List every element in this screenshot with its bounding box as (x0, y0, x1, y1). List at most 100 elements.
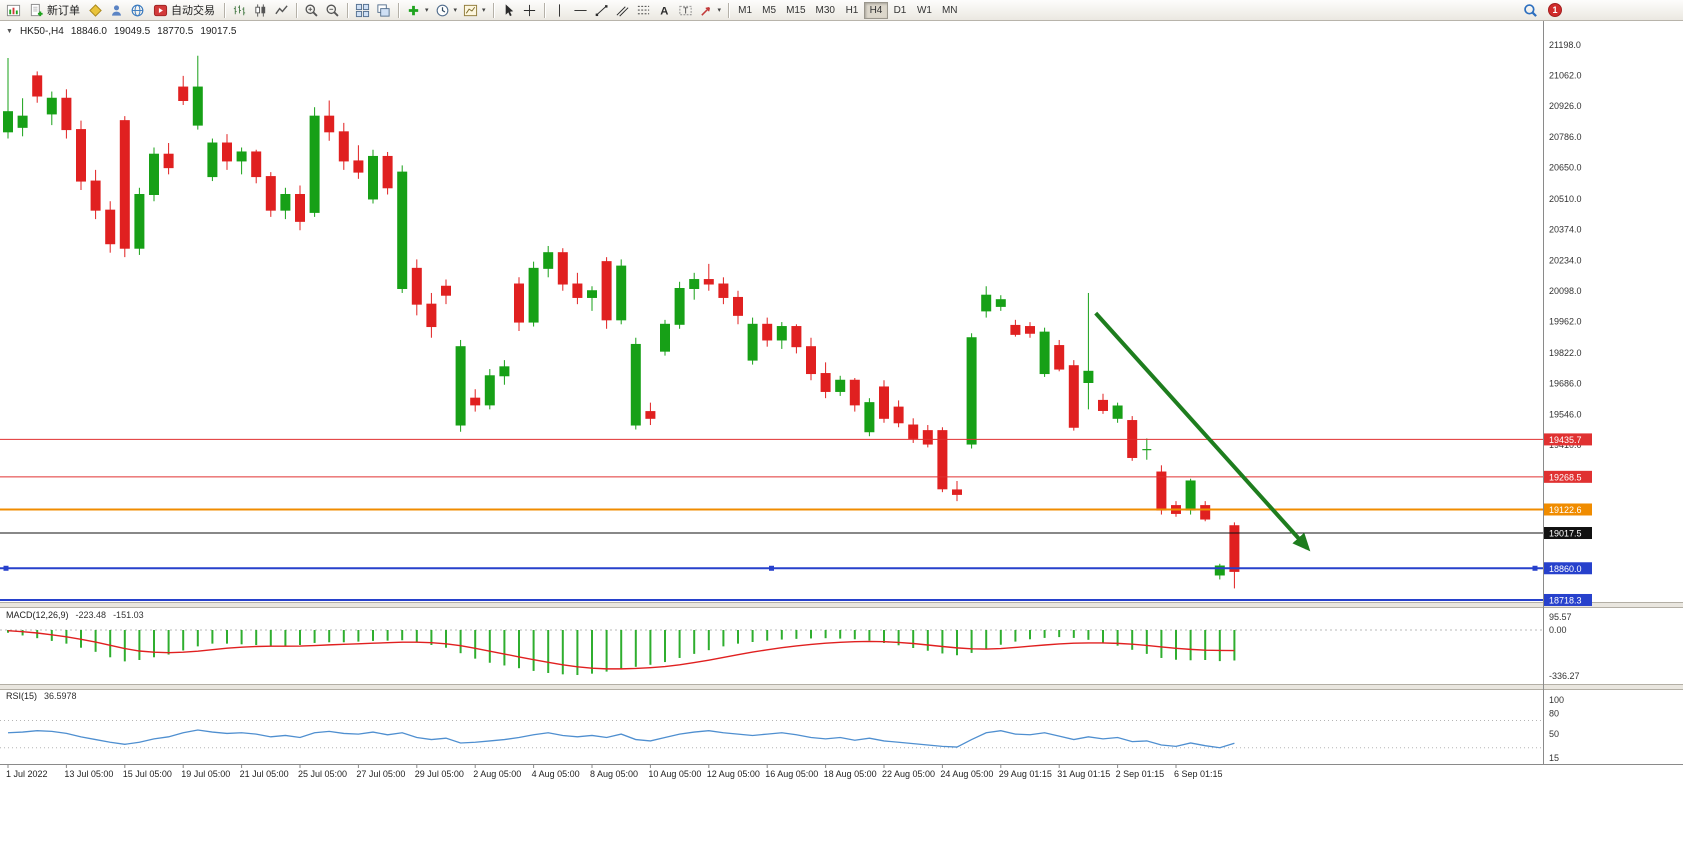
macd-signal-value: -151.03 (113, 610, 144, 620)
price-axis-label: 19686.0 (1549, 378, 1582, 388)
bar-chart-button[interactable] (229, 1, 250, 20)
timeframe-toolbar: M1 M5 M15 M30 H1 H4 D1 W1 MN (733, 0, 962, 21)
toolbar-separator (543, 2, 545, 18)
svg-text:T: T (683, 5, 688, 15)
candle-body (528, 267, 539, 323)
autotrading-button[interactable]: 自动交易 (148, 1, 220, 20)
timeframe-h4-button[interactable]: H4 (863, 1, 888, 19)
price-axis-label: 20926.0 (1549, 101, 1582, 111)
trendline-tool-button[interactable] (591, 1, 612, 20)
timeframe-w1-button[interactable]: W1 (912, 2, 937, 19)
price-axis-label: 20786.0 (1549, 132, 1582, 142)
add-indicator-plus-icon (408, 5, 419, 15)
candlestick-chart-button[interactable] (250, 1, 271, 20)
text-tool-button[interactable]: A (654, 1, 675, 20)
crosshair-button[interactable] (519, 1, 540, 20)
price-line-badge (1544, 527, 1592, 540)
candle-body (46, 97, 57, 115)
quotes-button[interactable] (85, 1, 106, 20)
price-axis-label: 21198.0 (1549, 40, 1581, 50)
cursor-button[interactable] (498, 1, 519, 20)
tile-windows-button[interactable] (352, 1, 373, 20)
zoom-in-button[interactable] (301, 1, 322, 20)
candle-body (1214, 565, 1225, 576)
candle-body (1200, 505, 1211, 520)
candle-body (514, 283, 524, 323)
toolbar-zoom-group (301, 0, 343, 21)
timeframe-d1-button[interactable]: D1 (888, 2, 912, 19)
candle-body (820, 373, 831, 392)
trend-arrow-annotation[interactable] (1094, 311, 1311, 552)
template-chart-icon (463, 4, 478, 16)
horizontal-line-icon (573, 9, 587, 11)
candle-body (660, 323, 670, 352)
time-axis-label: 15 Jul 05:00 (123, 769, 172, 779)
new-order-button[interactable]: 新订单 (24, 1, 85, 20)
candle-body (995, 299, 1006, 307)
candle-body (338, 131, 349, 162)
panel-separator[interactable] (0, 684, 1683, 690)
rsi-scale-label: 80 (1549, 709, 1559, 719)
line-selection-handle[interactable] (1532, 565, 1538, 571)
add-indicator-button[interactable]: ▾ (403, 1, 432, 20)
candle-body (849, 379, 860, 406)
notification-badge[interactable]: 1 (1548, 3, 1562, 17)
toolbar-standard-group: 新订单 自动交易 (3, 0, 220, 21)
macd-name: MACD(12,26,9) (6, 610, 69, 620)
candle-body (222, 142, 232, 162)
timeframe-m30-button[interactable]: M30 (811, 2, 840, 19)
templates-button[interactable]: ▾ (460, 1, 489, 20)
periods-button[interactable]: ▾ (432, 1, 461, 20)
macd-scale-label: 0.00 (1549, 625, 1567, 635)
cursor-arrow-icon (505, 3, 513, 16)
candle-body (966, 337, 977, 445)
chart-ohlc-header: ▼ HK50-,H4 18846.0 19049.5 18770.5 19017… (6, 26, 236, 37)
channel-tool-button[interactable] (612, 1, 633, 20)
timeframe-m1-button[interactable]: M1 (733, 2, 757, 19)
quotes-diamond-icon (89, 3, 102, 17)
candle-body (149, 153, 159, 195)
chart-open-value: 18846.0 (70, 26, 107, 37)
new-chart-icon (6, 4, 21, 16)
timeframe-m5-button[interactable]: M5 (757, 2, 781, 19)
line-selection-handle[interactable] (3, 565, 9, 571)
candle-body (587, 290, 597, 298)
candle-body (616, 265, 627, 321)
cascade-windows-icon (377, 3, 390, 17)
candle-body (105, 209, 116, 245)
profiles-button[interactable] (106, 1, 127, 20)
time-axis-label: 4 Aug 05:00 (532, 769, 580, 779)
candle-body (119, 120, 130, 249)
zoom-out-icon (326, 3, 339, 17)
timeframe-m15-button[interactable]: M15 (781, 2, 810, 19)
zoom-out-button[interactable] (322, 1, 343, 20)
vertical-line-tool-button[interactable] (549, 1, 570, 20)
search-button[interactable] (1520, 1, 1541, 20)
line-selection-handle[interactable] (769, 565, 774, 571)
time-axis-label: 29 Jul 05:00 (415, 769, 464, 779)
rsi-scale-label: 50 (1549, 729, 1559, 739)
refresh-button[interactable] (127, 1, 148, 20)
price-line-badge (1544, 433, 1592, 446)
timeframe-mn-button[interactable]: MN (937, 2, 963, 19)
label-tool-button[interactable]: T (675, 1, 696, 20)
panel-separator[interactable] (0, 602, 1683, 608)
new-order-label: 新订单 (47, 5, 80, 17)
toolbar-indicators-group: ▾ ▾ ▾ (403, 0, 489, 21)
timeframe-h1-button[interactable]: H1 (840, 2, 864, 19)
fibonacci-tool-button[interactable] (633, 1, 654, 20)
time-axis-label: 12 Aug 05:00 (707, 769, 760, 779)
cascade-windows-button[interactable] (373, 1, 394, 20)
time-axis-label: 2 Sep 01:15 (1116, 769, 1165, 779)
new-chart-button[interactable] (3, 1, 24, 20)
horizontal-line-tool-button[interactable] (570, 1, 591, 20)
candle-body (733, 296, 743, 316)
vertical-line-icon (558, 3, 560, 17)
dropdown-caret-icon: ▾ (717, 7, 722, 14)
profile-person-icon (112, 4, 121, 16)
chart-dropdown-icon[interactable]: ▼ (6, 28, 13, 35)
arrow-shapes-button[interactable]: ▾ (696, 1, 725, 20)
price-axis-label: 20650.0 (1549, 163, 1582, 173)
line-chart-button[interactable] (271, 1, 292, 20)
